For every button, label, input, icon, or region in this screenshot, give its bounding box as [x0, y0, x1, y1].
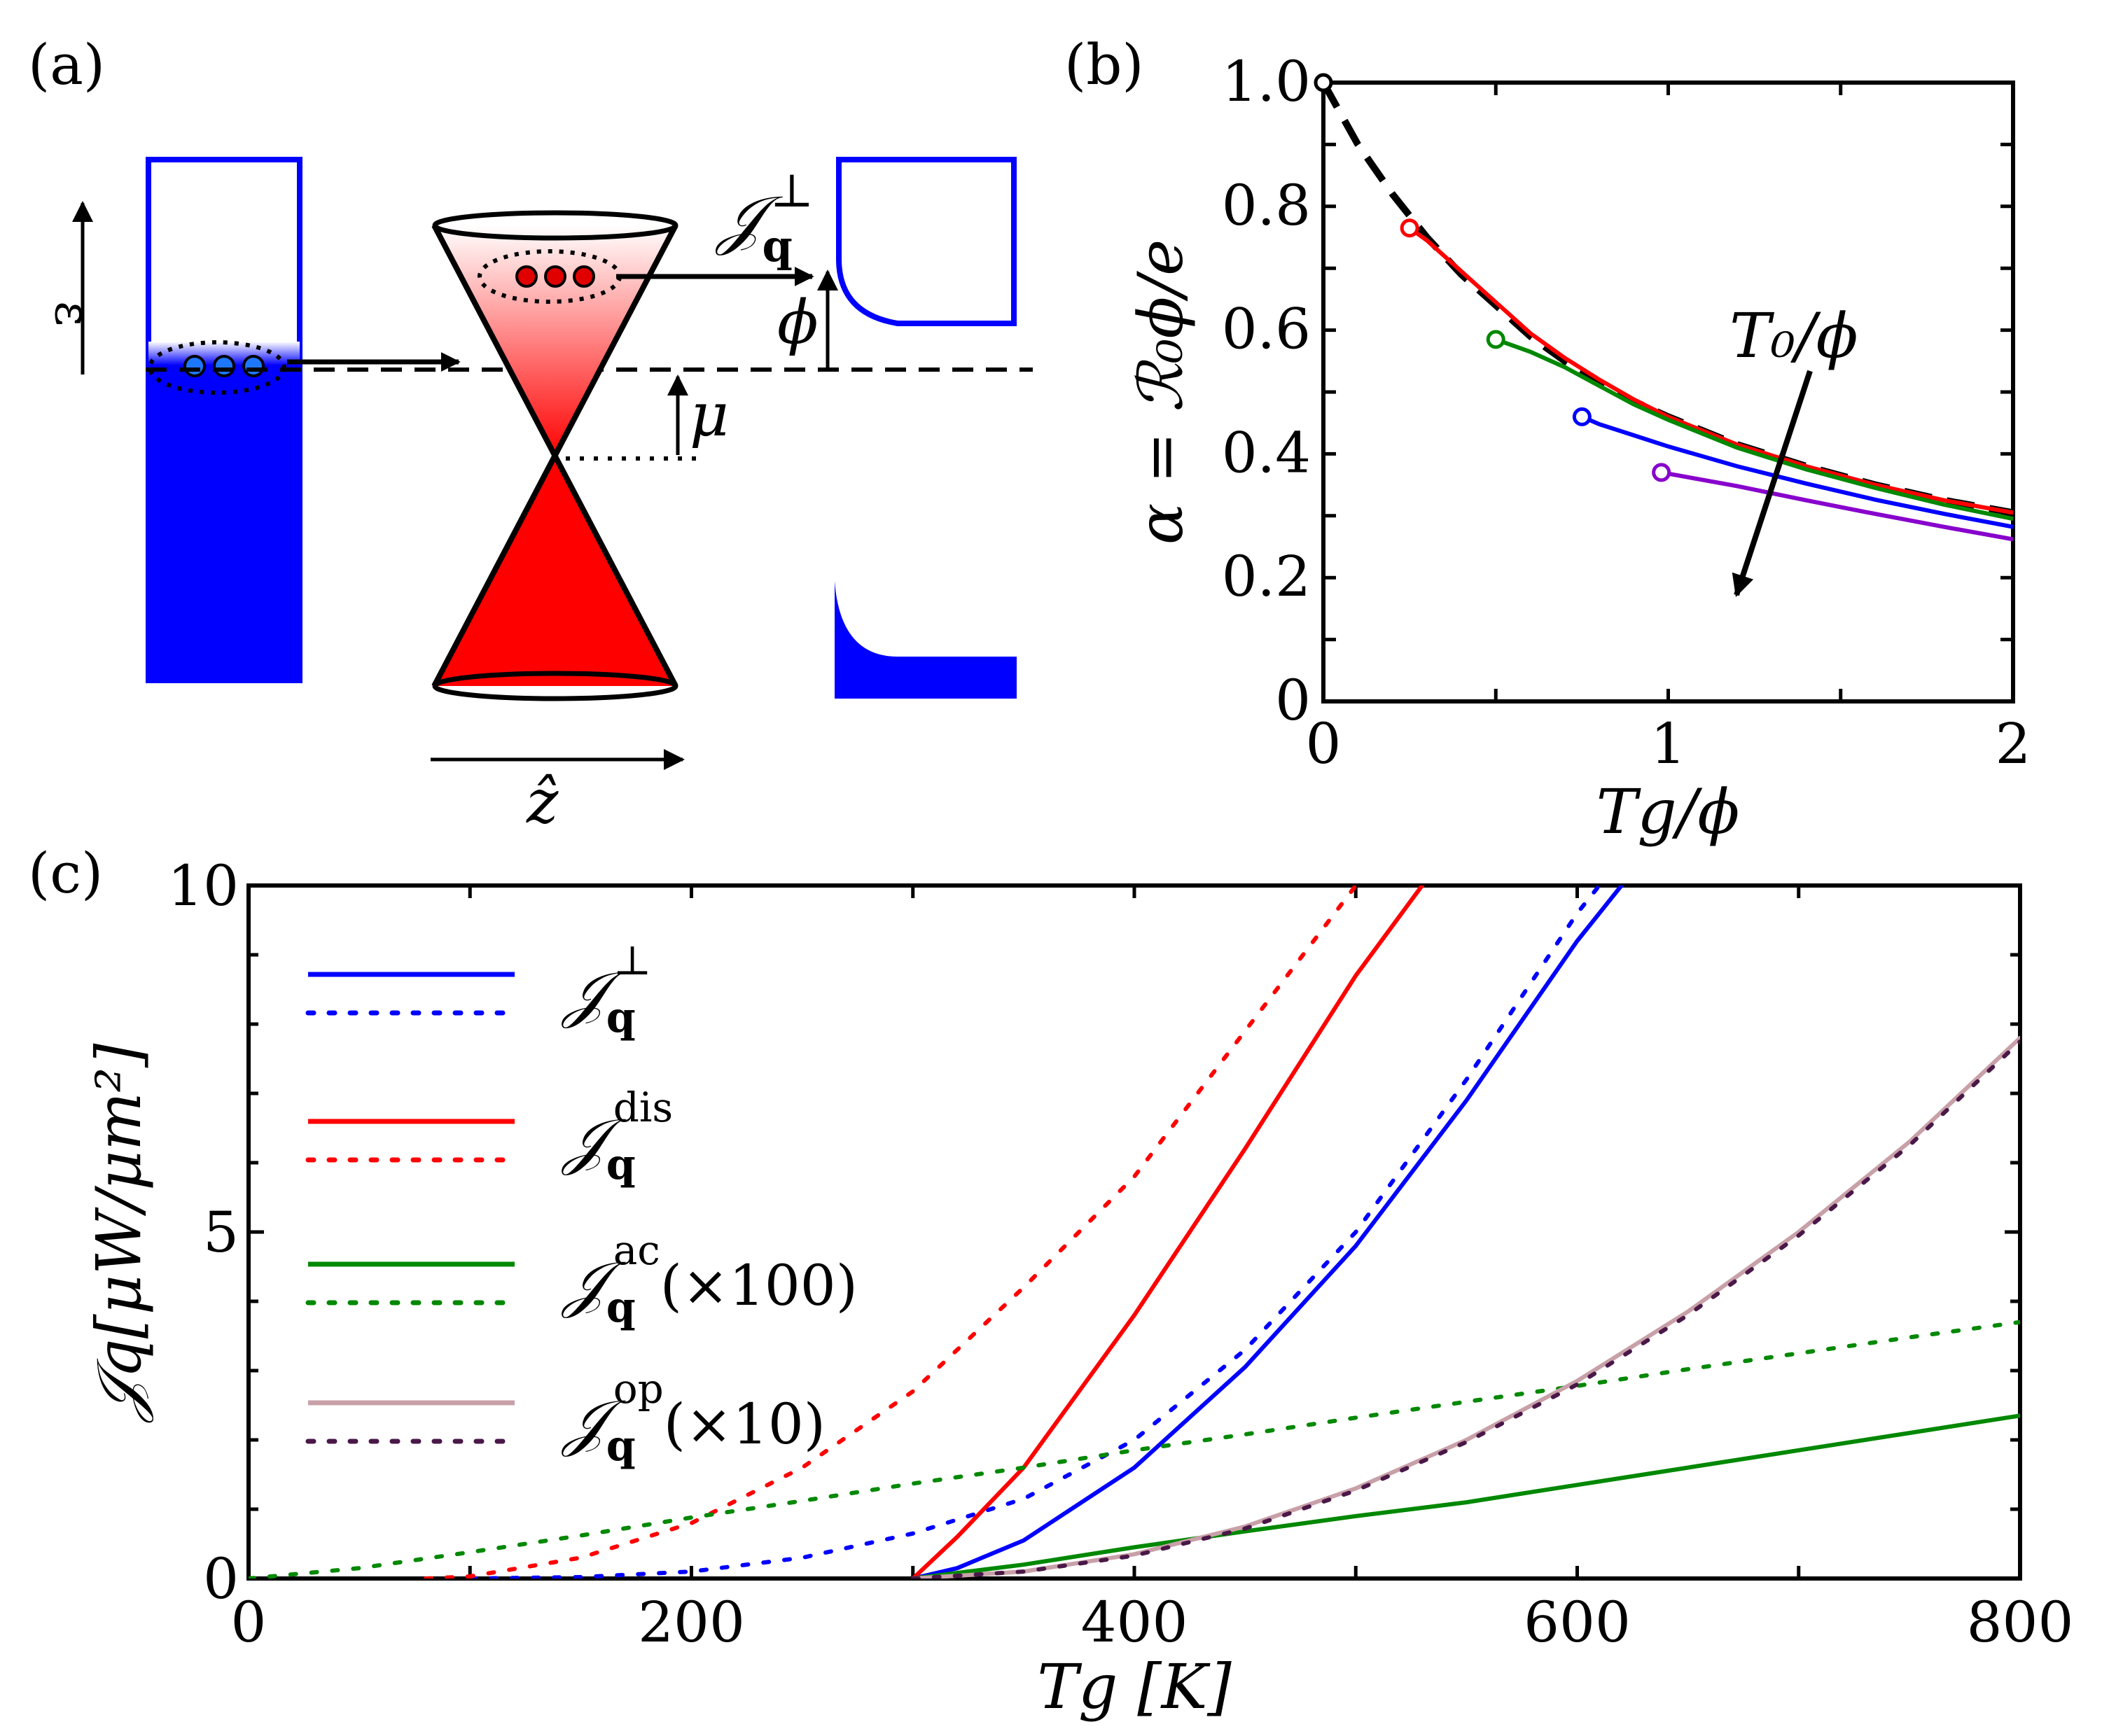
x-tick-label: 600 — [1524, 1590, 1631, 1655]
x-tick-label: 0 — [1306, 711, 1342, 776]
panel-a-label: (a) — [28, 32, 105, 97]
series-line — [1495, 337, 2014, 522]
phi-label: ϕ — [777, 288, 819, 358]
series-line — [910, 886, 1624, 1578]
electron-blue — [242, 355, 265, 377]
panel-b-ylabel: α = ℛ₀ϕ/e — [1125, 239, 1197, 545]
lower-cone-fill — [434, 458, 676, 686]
panel-c-ticklabels: 0 200 400 600 800 0 5 10 — [167, 853, 2073, 1655]
upper-cone-fill — [434, 225, 676, 458]
electron-red — [573, 265, 595, 288]
x-tick-label: 1 — [1650, 711, 1686, 776]
y-tick-label: 5 — [203, 1200, 239, 1265]
series-line — [910, 886, 1425, 1578]
electron-red — [544, 265, 566, 288]
legend-label: 𝒥qop(×10) — [561, 1365, 826, 1471]
panel-c-xlabel: Tg [K] — [1037, 1651, 1232, 1723]
series-line — [910, 1039, 2020, 1578]
energy-axis-label: ε — [44, 301, 102, 326]
series-start-marker — [1486, 330, 1505, 349]
panel-c-ticks — [249, 886, 2020, 1578]
legend-entry: 𝒥qop(×10) — [305, 1365, 826, 1471]
series-start-marker — [1572, 407, 1592, 426]
trend-arrow — [1732, 370, 1813, 598]
series-line — [910, 1413, 2020, 1578]
x-tick-label: 2 — [1996, 711, 2031, 776]
mu-label: μ — [690, 380, 729, 450]
panel-b-frame — [1321, 80, 2015, 704]
panel-b-ticks — [1321, 83, 2015, 701]
series-start-marker — [1314, 73, 1333, 92]
left-metal-empty-band — [146, 157, 302, 365]
right-metal-filled-band — [835, 581, 1017, 699]
legend-entry: 𝒥qdis — [305, 1084, 673, 1189]
y-tick-label: 0.8 — [1222, 173, 1311, 238]
x-tick-label: 400 — [1081, 1590, 1188, 1655]
legend-label: 𝒥qdis — [561, 1084, 673, 1189]
panel-b-ticklabels: 0 1 2 0 0.2 0.4 0.6 0.8 1.0 — [1222, 49, 2031, 776]
x-tick-label: 800 — [1967, 1590, 2074, 1655]
series-start-marker — [1652, 463, 1671, 482]
left-metal-filled-band — [146, 363, 302, 683]
panel-b-series — [1314, 73, 2014, 542]
panel-c-series — [249, 886, 2020, 1578]
legend-label: 𝒥qac(×100) — [561, 1226, 858, 1332]
series-line — [1408, 226, 2014, 515]
y-tick-label: 0.6 — [1222, 297, 1311, 362]
electron-blue — [183, 355, 206, 377]
current-perp-label: 𝒥q⊥ — [715, 164, 814, 272]
electron-blue — [213, 355, 235, 377]
panel-c-ylabel: 𝒥q[μW/μm²] — [83, 1043, 155, 1424]
y-tick-label: 1.0 — [1222, 49, 1311, 114]
legend-entry: 𝒥qac(×100) — [305, 1226, 858, 1332]
series-line — [910, 1035, 2020, 1578]
panel-b-xlabel: Tg/ϕ — [1596, 776, 1740, 848]
panel-c-frame — [246, 883, 2022, 1581]
series-line — [424, 886, 1358, 1578]
y-tick-label: 0.2 — [1222, 544, 1311, 609]
panel-c-legend: 𝒥q⊥ 𝒥qdis 𝒥qac(×100) 𝒥qop(×10) — [305, 937, 858, 1471]
x-tick-label: 200 — [638, 1590, 745, 1655]
legend-entry: 𝒥q⊥ — [305, 937, 651, 1042]
x-tick-label: 0 — [231, 1590, 267, 1655]
y-tick-label: 0.4 — [1222, 420, 1311, 485]
legend-label: 𝒥q⊥ — [561, 937, 651, 1042]
right-metal-empty-band — [836, 157, 1017, 326]
y-tick-label: 0 — [1275, 668, 1311, 733]
z-axis-label: ẑ — [526, 767, 559, 837]
series-line — [1581, 414, 2014, 529]
panel-a-schematic: (a) ε 𝒥q⊥ ϕ μ — [28, 32, 1033, 837]
y-tick-label: 0 — [203, 1546, 239, 1611]
panel-b-arrow-label: T₀/ϕ — [1729, 300, 1858, 372]
y-tick-label: 10 — [167, 853, 239, 918]
cone-bottom-rim — [432, 671, 678, 701]
panel-b-label: (b) — [1064, 32, 1144, 97]
series-start-marker — [1400, 218, 1419, 238]
electron-red — [515, 265, 538, 288]
cone-edge — [431, 224, 678, 687]
cone-top-rim — [432, 210, 678, 241]
panel-c-label: (c) — [28, 841, 103, 906]
series-line — [249, 1320, 2020, 1578]
panel-b-chart: (b) 0 1 2 0 0.2 0.4 0.6 0.8 1.0 α = ℛ₀ϕ/e Tg/ϕ T… — [1064, 32, 2031, 848]
